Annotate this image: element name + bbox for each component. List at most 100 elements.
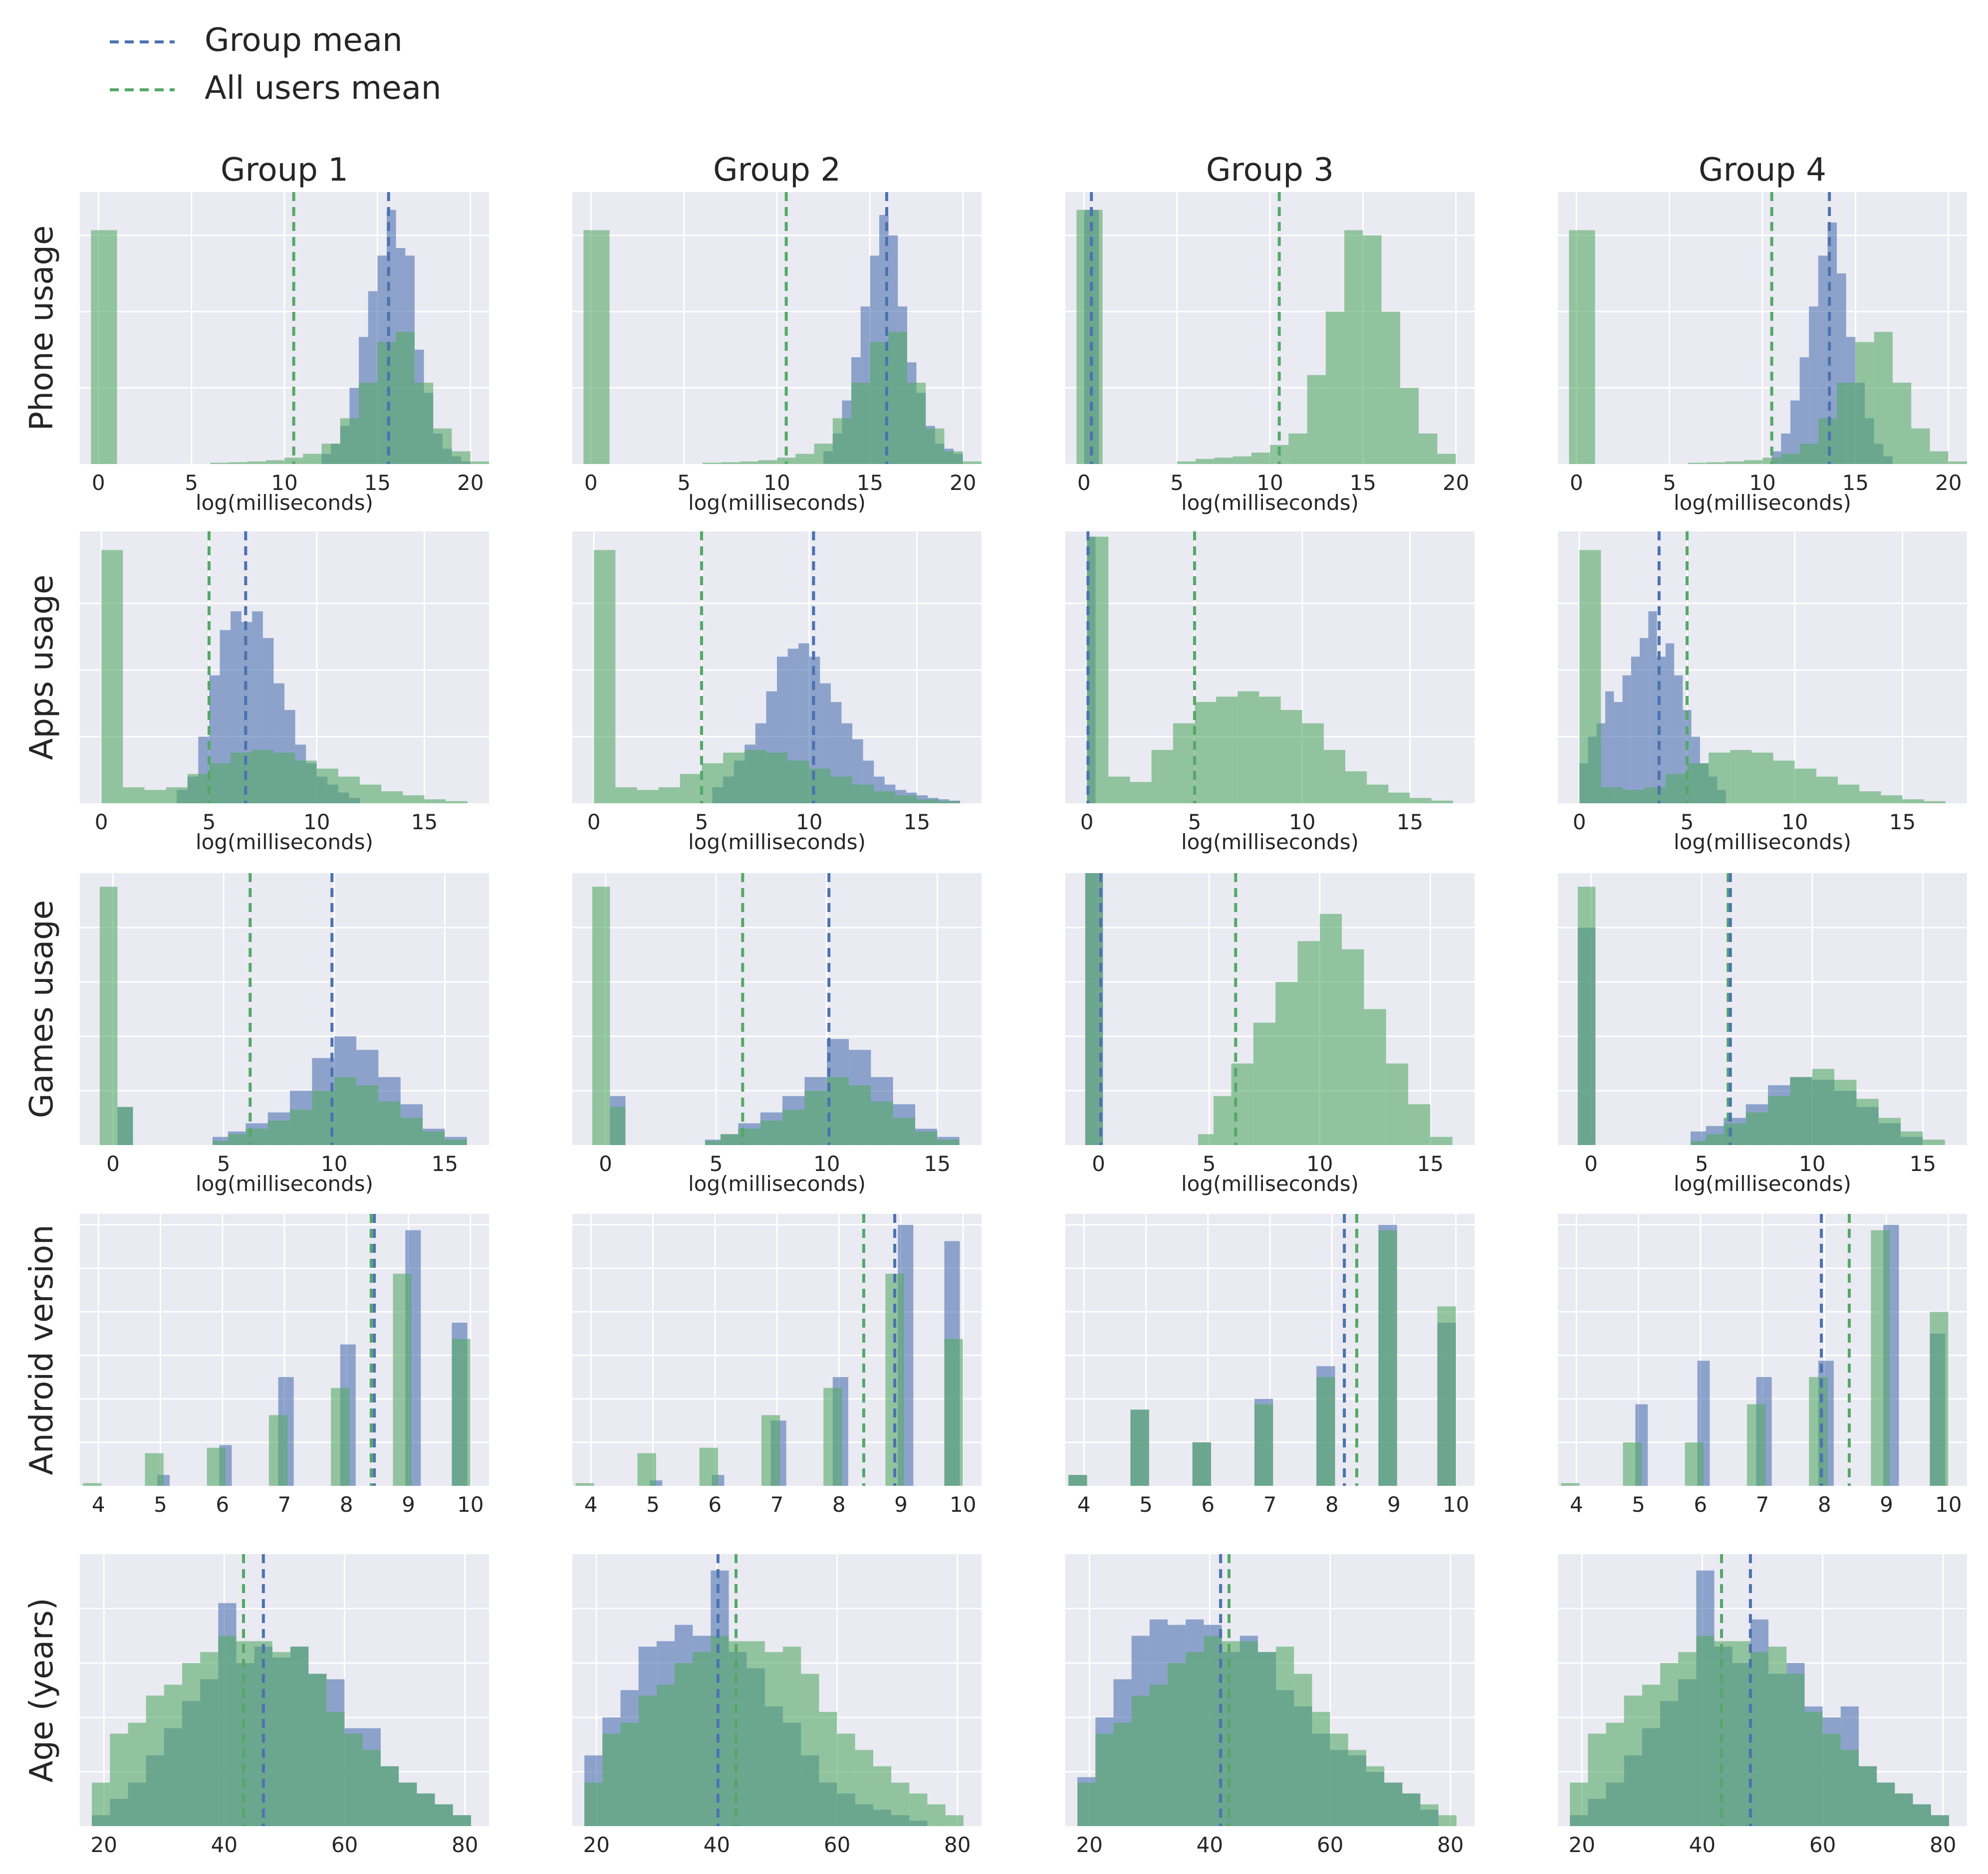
all-users-histogram-bar [1233,456,1251,464]
x-tick-label: 80 [452,1833,478,1857]
all-users-histogram-bar [1924,801,1946,803]
all-users-histogram-bar [594,550,616,803]
all-users-histogram-bar [1822,1733,1841,1826]
all-users-histogram-bar [1312,1712,1330,1826]
all-users-histogram-bar [268,1415,288,1486]
all-users-histogram-bar [1438,1815,1457,1826]
row-title-android-version: Android version [23,1224,60,1475]
all-users-histogram-bar [1319,914,1342,1145]
all-users-histogram-bar [396,332,415,464]
x-tick-label: 20 [583,1833,610,1857]
all-users-histogram-bar [1855,342,1874,464]
all-users-histogram-bar [1601,787,1623,803]
all-users-histogram-bar [1186,1652,1204,1826]
x-tick-label: 10 [321,1152,347,1176]
group-histogram-bar [220,630,231,803]
all-users-histogram-bar [1344,230,1363,464]
all-users-histogram-bar [1384,1782,1403,1826]
all-users-histogram-bar [1168,1663,1186,1826]
x-tick-label: 5 [1695,1152,1709,1176]
x-tick-label: 5 [1188,810,1202,834]
all-users-histogram-bar [1386,1063,1409,1145]
all-users-histogram-bar [101,550,123,803]
all-users-histogram-bar [1323,750,1346,803]
all-users-histogram-bar [423,1131,445,1145]
all-users-histogram-bar [1730,750,1752,803]
x-tick-label: 0 [584,470,598,495]
all-users-histogram-bar [1892,383,1912,464]
all-users-histogram-bar [273,752,295,803]
x-tick-label: 10 [1306,1152,1333,1176]
all-users-histogram-bar [891,1782,910,1826]
all-users-histogram-bar [303,454,322,464]
all-users-histogram-bar [340,418,359,464]
x-tick-label: 4 [1077,1492,1091,1517]
all-users-histogram-bar [1768,1096,1790,1145]
column-title-group-3: Group 3 [1206,152,1334,189]
all-users-histogram-bar [1725,461,1744,464]
all-users-histogram-bar [1577,887,1596,1145]
panel-r2-c4: 0 5 10 15 log(milliseconds) [1558,531,1967,854]
group-histogram-bar [1790,400,1800,464]
panel-r4-c4: 4 5 6 7 8 9 10 [1558,1214,1967,1517]
all-users-histogram-bar [1930,451,1949,464]
all-users-histogram-bar [1859,791,1881,803]
all-users-histogram-bar [1878,1118,1901,1145]
all-users-histogram-bar [658,787,680,803]
all-users-histogram-bar [1420,1804,1439,1826]
all-users-histogram-bar [1794,768,1816,803]
all-users-histogram-bar [326,1712,345,1826]
x-tick-label: 5 [203,810,216,834]
panel-r2-c2: 0 5 10 15 log(milliseconds) [572,531,982,854]
group-histogram-bar [1640,638,1649,803]
all-users-histogram-bar [1254,1404,1273,1486]
x-tick-label: 20 [1443,470,1469,495]
x-tick-label: 8 [832,1492,846,1517]
all-users-histogram-bar [453,1815,471,1826]
all-users-histogram-bar [338,776,360,803]
x-tick-label: 10 [950,1492,976,1517]
all-users-histogram-bar [252,750,274,803]
all-users-histogram-bar [915,1131,938,1145]
all-users-histogram-bar [1773,760,1795,803]
x-axis-label: log(milliseconds) [1674,830,1851,854]
all-users-histogram-bar [1257,1652,1276,1826]
all-users-histogram-bar [945,1815,964,1826]
row-title-games-usage: Games usage [23,900,60,1118]
all-users-histogram-bar [1302,723,1324,803]
all-users-histogram-bar [837,1733,855,1826]
panel-r2-c1: 0 5 10 15 log(milliseconds) [80,531,489,854]
all-users-histogram-bar [218,1636,237,1826]
x-tick-label: 5 [217,1152,231,1176]
all-users-histogram-bar [1690,1141,1706,1145]
all-users-histogram-bar [1437,454,1456,464]
all-users-histogram-bar [1751,752,1773,803]
x-tick-label: 5 [1139,1492,1153,1517]
x-axis-label: log(milliseconds) [688,830,866,854]
x-tick-label: 15 [1397,810,1423,834]
all-users-histogram-bar [637,790,659,803]
all-users-histogram-bar [1678,1652,1697,1826]
all-users-histogram-bar [711,1636,729,1826]
x-tick-label: 7 [1263,1492,1277,1517]
group-histogram-bar [1665,643,1675,803]
all-users-histogram-bar [1288,433,1307,464]
x-axis-label: log(milliseconds) [688,1171,866,1196]
all-users-histogram-bar [1745,1112,1768,1145]
all-users-histogram-bar [938,801,960,803]
all-users-histogram-bar [229,462,248,464]
row-title-apps-usage: Apps usage [23,575,60,760]
all-users-histogram-bar [801,1673,819,1826]
all-users-histogram-bar [316,768,338,803]
all-users-histogram-bar [435,1804,453,1826]
all-users-histogram-bar [575,1483,594,1486]
x-axis-label: log(milliseconds) [1181,1171,1359,1196]
x-tick-label: 15 [1417,1152,1444,1176]
panel-r1-c3: 0 5 10 15 20 log(milliseconds) [1065,192,1475,515]
all-users-histogram-bar [1388,792,1410,803]
all-users-histogram-bar [909,1793,928,1826]
all-users-histogram-bar [1902,799,1924,803]
panel-r1-c2: 0 5 10 15 20 log(milliseconds) [572,192,982,515]
all-users-histogram-bar [359,383,378,464]
x-tick-label: 7 [1756,1492,1769,1517]
